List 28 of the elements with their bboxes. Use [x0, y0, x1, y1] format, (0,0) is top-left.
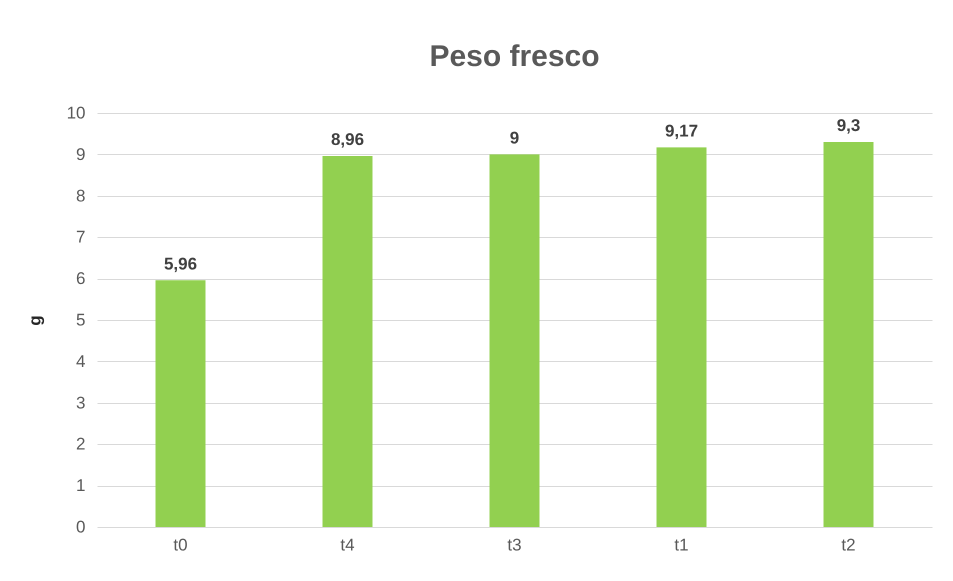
bar: [322, 156, 372, 527]
y-tick-label: 4: [76, 352, 86, 371]
x-tick-label: t0: [173, 536, 188, 554]
data-label: 5,96: [164, 254, 198, 274]
data-label: 9: [510, 128, 520, 148]
y-axis-title: g: [26, 315, 45, 326]
data-label: 8,96: [330, 130, 364, 150]
y-tick-label: 2: [76, 434, 86, 454]
x-tick-label: t1: [674, 536, 689, 554]
x-tick-label: t2: [841, 536, 856, 554]
chart-title: Peso fresco: [429, 40, 600, 73]
bar: [824, 142, 874, 527]
y-tick-label: 7: [76, 228, 86, 247]
y-tick-label: 8: [76, 186, 86, 206]
bar: [490, 154, 540, 527]
y-tick-label: 9: [76, 144, 86, 164]
y-tick-label: 6: [76, 269, 86, 288]
x-tick-label: t4: [340, 536, 355, 554]
x-tick-label: t3: [507, 536, 522, 554]
y-tick-label: 0: [76, 518, 86, 536]
data-label: 9,17: [664, 121, 698, 140]
bar: [656, 147, 706, 527]
data-label: 9,3: [836, 116, 860, 135]
bar: [156, 280, 206, 527]
y-tick-label: 5: [76, 310, 86, 330]
y-tick-label: 3: [76, 393, 86, 412]
y-tick-label: 1: [76, 476, 86, 496]
y-tick-label: 10: [66, 104, 86, 122]
